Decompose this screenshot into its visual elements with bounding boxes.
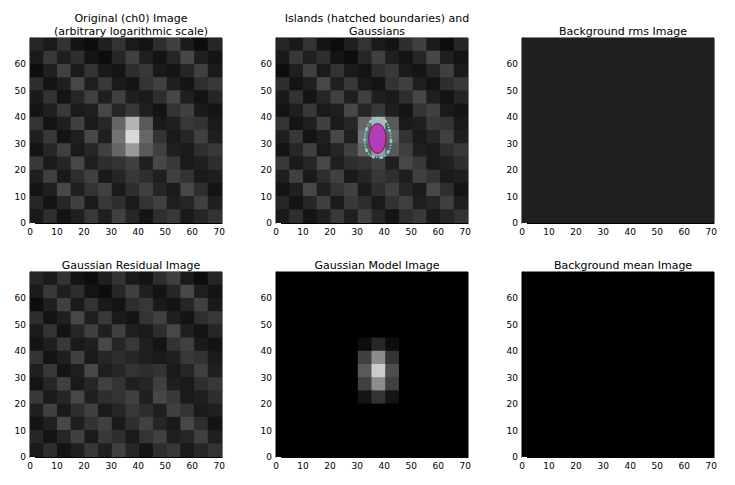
svg-text:60: 60: [15, 293, 27, 303]
svg-text:70: 70: [214, 461, 226, 471]
svg-text:30: 30: [507, 373, 519, 383]
svg-text:10: 10: [543, 227, 555, 237]
svg-text:10: 10: [297, 227, 309, 237]
svg-text:70: 70: [214, 227, 226, 237]
svg-text:60: 60: [15, 59, 27, 69]
svg-text:50: 50: [261, 320, 273, 330]
svg-text:50: 50: [261, 86, 273, 96]
svg-text:40: 40: [624, 227, 636, 237]
svg-text:Background rms Image: Background rms Image: [559, 25, 687, 38]
svg-text:Background mean Image: Background mean Image: [554, 259, 692, 272]
svg-text:30: 30: [351, 461, 363, 471]
svg-text:20: 20: [570, 461, 582, 471]
svg-text:0: 0: [512, 452, 518, 462]
svg-text:30: 30: [261, 139, 273, 149]
svg-text:10: 10: [297, 461, 309, 471]
svg-text:20: 20: [78, 461, 90, 471]
svg-text:30: 30: [597, 227, 609, 237]
svg-text:0: 0: [20, 452, 26, 462]
svg-text:60: 60: [187, 227, 199, 237]
svg-text:10: 10: [507, 426, 519, 436]
svg-text:20: 20: [324, 461, 336, 471]
svg-text:40: 40: [261, 112, 273, 122]
svg-text:60: 60: [433, 227, 445, 237]
svg-text:40: 40: [507, 346, 519, 356]
svg-text:40: 40: [507, 112, 519, 122]
svg-text:30: 30: [351, 227, 363, 237]
svg-text:0: 0: [266, 218, 272, 228]
svg-text:20: 20: [261, 165, 273, 175]
svg-text:30: 30: [15, 139, 27, 149]
svg-text:50: 50: [15, 320, 27, 330]
svg-text:40: 40: [261, 346, 273, 356]
svg-text:70: 70: [706, 461, 718, 471]
svg-text:40: 40: [378, 227, 390, 237]
svg-text:40: 40: [132, 461, 144, 471]
svg-text:20: 20: [78, 227, 90, 237]
svg-text:40: 40: [15, 346, 27, 356]
svg-text:10: 10: [261, 426, 273, 436]
svg-text:40: 40: [624, 461, 636, 471]
svg-text:50: 50: [159, 461, 171, 471]
svg-text:60: 60: [433, 461, 445, 471]
svg-text:10: 10: [51, 461, 63, 471]
svg-text:10: 10: [261, 192, 273, 202]
svg-text:60: 60: [679, 227, 691, 237]
svg-text:30: 30: [105, 227, 117, 237]
svg-text:70: 70: [460, 227, 472, 237]
svg-text:10: 10: [543, 461, 555, 471]
svg-text:20: 20: [324, 227, 336, 237]
svg-text:20: 20: [261, 399, 273, 409]
svg-text:Islands (hatched boundaries) a: Islands (hatched boundaries) and: [285, 12, 469, 25]
svg-text:60: 60: [679, 461, 691, 471]
svg-text:40: 40: [132, 227, 144, 237]
svg-text:30: 30: [507, 139, 519, 149]
svg-text:30: 30: [15, 373, 27, 383]
svg-text:20: 20: [570, 227, 582, 237]
svg-text:Gaussian Model Image: Gaussian Model Image: [315, 259, 440, 272]
svg-text:60: 60: [261, 59, 273, 69]
svg-text:0: 0: [27, 461, 33, 471]
svg-text:50: 50: [507, 320, 519, 330]
svg-text:50: 50: [159, 227, 171, 237]
svg-text:10: 10: [15, 192, 27, 202]
svg-text:50: 50: [507, 86, 519, 96]
svg-text:60: 60: [507, 293, 519, 303]
svg-text:40: 40: [378, 461, 390, 471]
svg-text:0: 0: [512, 218, 518, 228]
svg-text:30: 30: [261, 373, 273, 383]
svg-text:30: 30: [105, 461, 117, 471]
svg-text:60: 60: [187, 461, 199, 471]
svg-text:20: 20: [15, 165, 27, 175]
svg-text:50: 50: [405, 227, 417, 237]
svg-text:0: 0: [27, 227, 33, 237]
svg-text:0: 0: [519, 461, 525, 471]
svg-text:50: 50: [651, 461, 663, 471]
svg-text:0: 0: [273, 461, 279, 471]
svg-text:(arbitrary logarithmic scale): (arbitrary logarithmic scale): [54, 25, 208, 38]
svg-text:50: 50: [405, 461, 417, 471]
svg-text:10: 10: [51, 227, 63, 237]
svg-text:10: 10: [507, 192, 519, 202]
svg-text:20: 20: [15, 399, 27, 409]
svg-text:50: 50: [15, 86, 27, 96]
svg-text:60: 60: [507, 59, 519, 69]
svg-text:Original (ch0) Image: Original (ch0) Image: [74, 12, 187, 25]
svg-text:0: 0: [273, 227, 279, 237]
svg-text:40: 40: [15, 112, 27, 122]
svg-text:20: 20: [507, 399, 519, 409]
svg-text:0: 0: [519, 227, 525, 237]
svg-text:0: 0: [266, 452, 272, 462]
svg-text:50: 50: [651, 227, 663, 237]
svg-text:30: 30: [597, 461, 609, 471]
svg-text:Gaussians: Gaussians: [349, 25, 405, 38]
svg-text:20: 20: [507, 165, 519, 175]
svg-text:0: 0: [20, 218, 26, 228]
svg-text:10: 10: [15, 426, 27, 436]
svg-text:70: 70: [706, 227, 718, 237]
svg-text:Gaussian Residual Image: Gaussian Residual Image: [62, 259, 201, 272]
svg-text:60: 60: [261, 293, 273, 303]
svg-text:70: 70: [460, 461, 472, 471]
